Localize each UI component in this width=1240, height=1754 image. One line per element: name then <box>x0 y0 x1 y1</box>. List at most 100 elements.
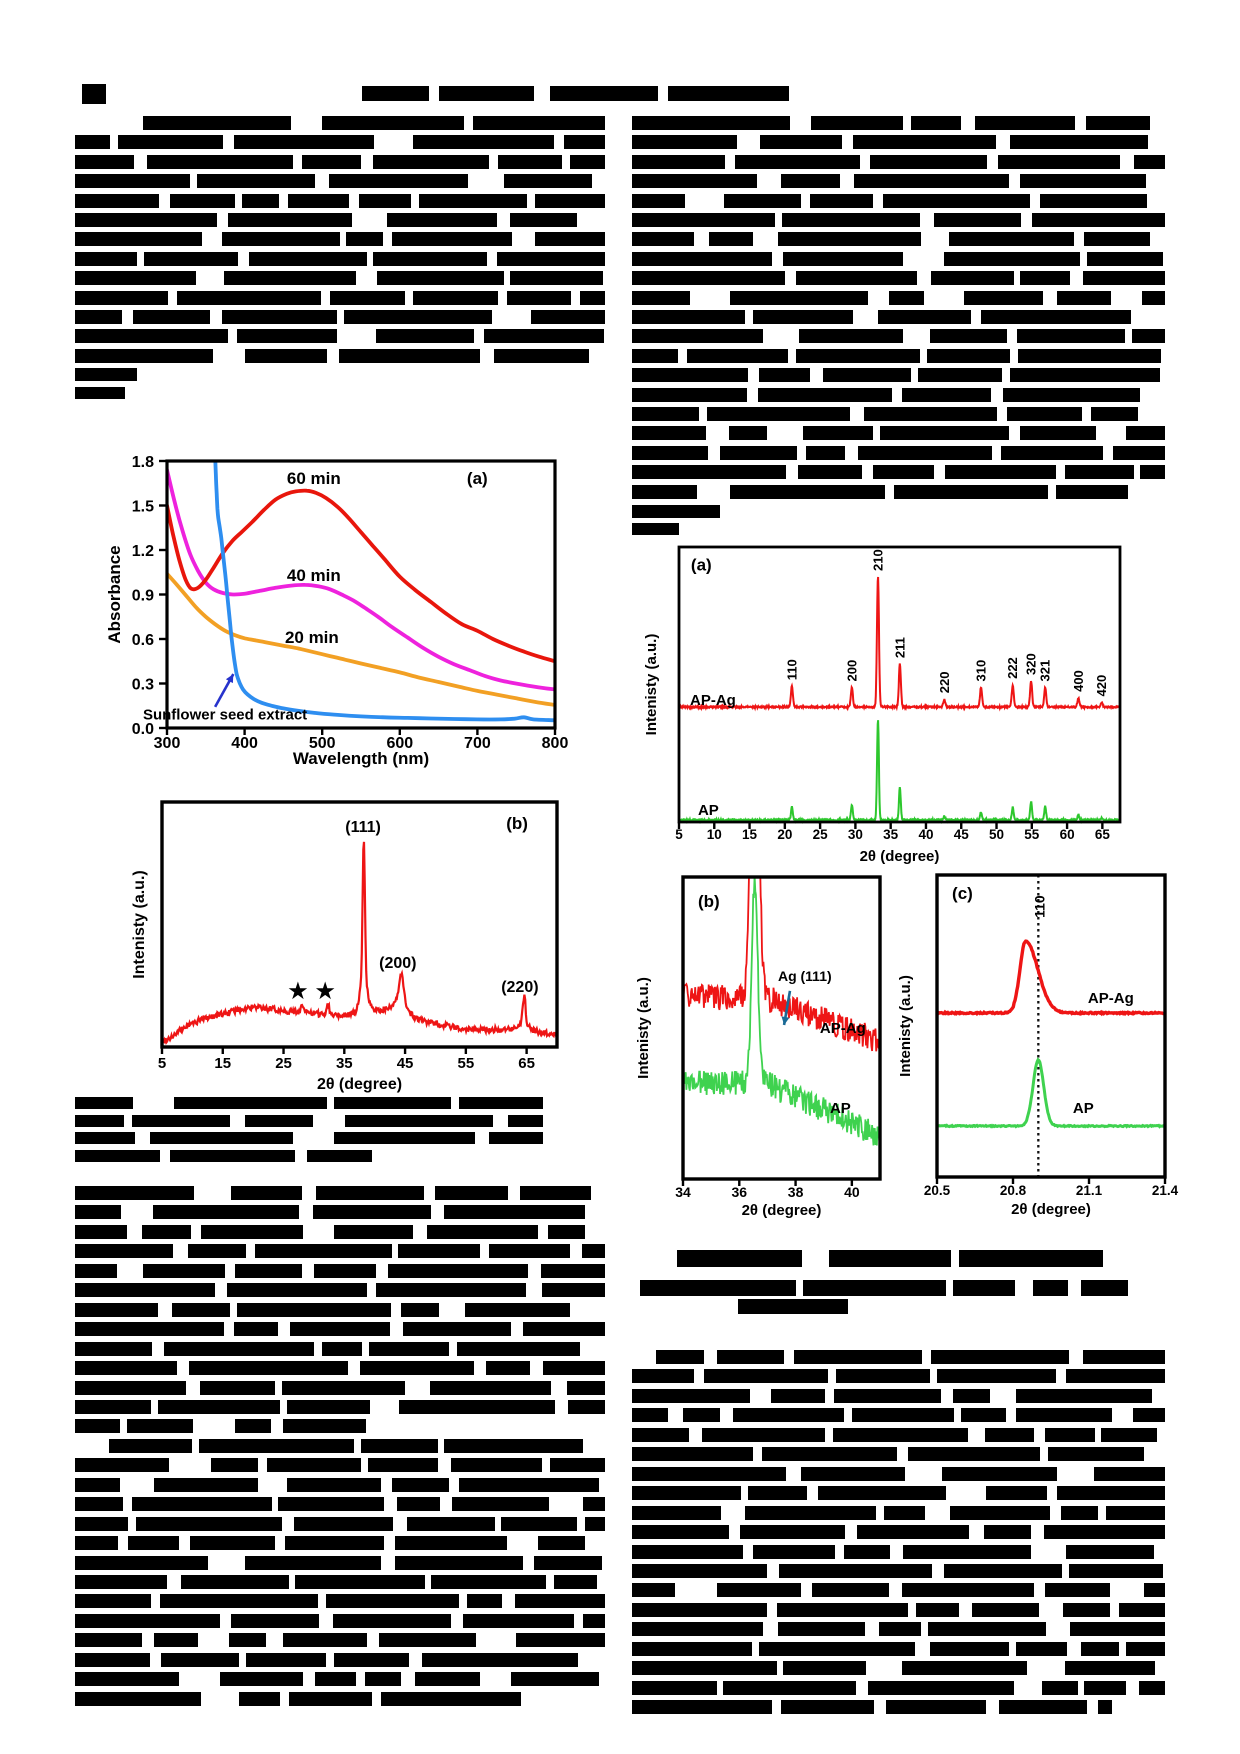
annotation-label: 20 min <box>285 628 339 647</box>
zoom-c-ap-ag-curve <box>936 939 1166 1017</box>
x-tick-label: 55 <box>458 1055 475 1072</box>
redacted-text-bar <box>974 116 1076 130</box>
x-tick-label: 65 <box>518 1055 535 1072</box>
redacted-text-bar <box>823 368 911 383</box>
redacted-text-bar <box>233 135 375 150</box>
redacted-text-bar <box>640 1280 797 1296</box>
redacted-text-bar <box>534 1555 602 1570</box>
redacted-text-bar <box>239 1691 281 1706</box>
redacted-text-bar <box>632 1525 729 1540</box>
redacted-text-bar <box>1018 348 1161 363</box>
redacted-text-bar <box>412 290 498 305</box>
x-tick-label: 45 <box>954 827 970 842</box>
hkl-peak-label: 220 <box>937 671 952 693</box>
redacted-text-bar <box>753 1544 836 1559</box>
redacted-text-bar <box>322 1341 363 1356</box>
redacted-text-bar <box>231 1613 320 1628</box>
redacted-text-bar <box>811 116 903 130</box>
redacted-text-bar <box>980 310 1131 324</box>
redacted-text-bar <box>430 1575 547 1589</box>
x-tick-label: 20 <box>777 827 792 842</box>
redacted-text-bar <box>1083 1680 1127 1695</box>
redacted-text-bar <box>917 368 1002 383</box>
redacted-text-bar <box>75 348 213 363</box>
x-axis-title: 2θ (degree) <box>860 848 940 865</box>
figure1-panel-b-xrd-pattern-chart: 5 15 25 35 45 55 65 2θ (degree) Intenisty (a.u.)… <box>130 790 580 1102</box>
redacted-text-bar <box>75 1132 136 1145</box>
redacted-text-bar <box>294 1516 393 1531</box>
redacted-text-bar <box>489 1244 571 1259</box>
annotation-label: AP-Ag <box>1088 990 1134 1007</box>
redacted-text-bar <box>864 407 997 421</box>
redacted-text-bar <box>75 1536 118 1551</box>
redacted-text-bar <box>75 1575 168 1589</box>
redacted-text-bar <box>459 1097 543 1109</box>
redacted-text-bar <box>730 290 869 305</box>
plot-frame <box>935 873 1167 1179</box>
redacted-text-bar <box>1057 1486 1165 1501</box>
redacted-text-bar <box>444 1205 585 1220</box>
annotation-label: AP-Ag <box>820 1020 866 1037</box>
x-tick-label: 5 <box>675 827 683 842</box>
redacted-text-bar <box>858 445 992 460</box>
redacted-text-bar <box>439 86 534 101</box>
redacted-text-bar <box>286 1477 381 1492</box>
redacted-text-bar <box>160 1594 319 1609</box>
redacted-text-bar <box>507 1114 543 1127</box>
hkl-peak-label: 321 <box>1038 660 1053 682</box>
redacted-text-bar <box>541 1263 605 1278</box>
x-tick-label: 700 <box>464 735 491 752</box>
redacted-text-bar <box>255 1244 393 1259</box>
redacted-text-bar <box>806 445 846 460</box>
redacted-text-bar <box>998 1700 1087 1715</box>
redacted-text-bar <box>1044 1583 1111 1598</box>
redacted-text-bar <box>852 135 996 150</box>
redacted-text-bar <box>75 1263 117 1278</box>
redacted-text-bar <box>1010 135 1149 150</box>
redacted-text-bar <box>1041 1680 1078 1695</box>
redacted-text-bar <box>729 426 767 441</box>
redacted-text-bar <box>567 1399 605 1414</box>
annotation-label: (b) <box>506 814 528 833</box>
redacted-text-bar <box>677 1250 802 1267</box>
x-axis-title: 2θ (degree) <box>742 1202 822 1219</box>
redacted-text-bar <box>889 290 924 305</box>
figure1-panel-a-uv-vis-spectra-chart: 0.0 0.3 0.6 0.9 1.2 1.5 1.8 300 400 500 600 700 800 W… <box>100 400 570 780</box>
redacted-text-bar <box>75 1244 174 1259</box>
annotation-arrow-head <box>781 1016 790 1025</box>
redacted-text-bar <box>916 1602 960 1617</box>
redacted-text-bar <box>287 1399 371 1414</box>
redacted-text-bar <box>1061 1505 1099 1520</box>
redacted-text-bar <box>1101 1427 1157 1442</box>
redacted-text-bar <box>752 310 853 324</box>
redacted-text-bar <box>656 1350 704 1364</box>
redacted-text-bar <box>632 1700 773 1715</box>
redacted-text-bar <box>1126 426 1165 441</box>
redacted-text-bar <box>451 1458 542 1473</box>
hkl-peak-label: 310 <box>973 660 988 682</box>
redacted-text-bar <box>230 1186 303 1200</box>
redacted-text-bar <box>422 1652 578 1667</box>
redacted-text-bar <box>852 1408 954 1423</box>
redacted-text-bar <box>75 290 168 305</box>
redacted-text-bar <box>344 310 492 324</box>
xrd-film-curve <box>162 841 557 1046</box>
redacted-text-bar <box>117 135 223 150</box>
redacted-text-bar <box>632 329 763 344</box>
hkl-peak-label: 110 <box>784 659 799 680</box>
redacted-text-bar <box>857 1525 970 1540</box>
redacted-text-bar <box>632 1505 722 1520</box>
redacted-text-bar <box>1118 1602 1165 1617</box>
redacted-text-bar <box>929 1641 1010 1656</box>
redacted-text-bar <box>282 1633 367 1648</box>
star-marker-icon: ★ <box>288 980 307 1003</box>
redacted-text-bar <box>801 1466 906 1481</box>
redacted-text-bar <box>580 290 605 305</box>
redacted-text-bar <box>141 1224 192 1239</box>
redacted-text-bar <box>372 154 489 169</box>
redacted-text-bar <box>582 1497 605 1512</box>
annotation-label: (a) <box>691 555 712 574</box>
redacted-text-bar <box>359 193 411 208</box>
redacted-text-bar <box>549 1458 605 1473</box>
plot-frame <box>677 545 1122 824</box>
